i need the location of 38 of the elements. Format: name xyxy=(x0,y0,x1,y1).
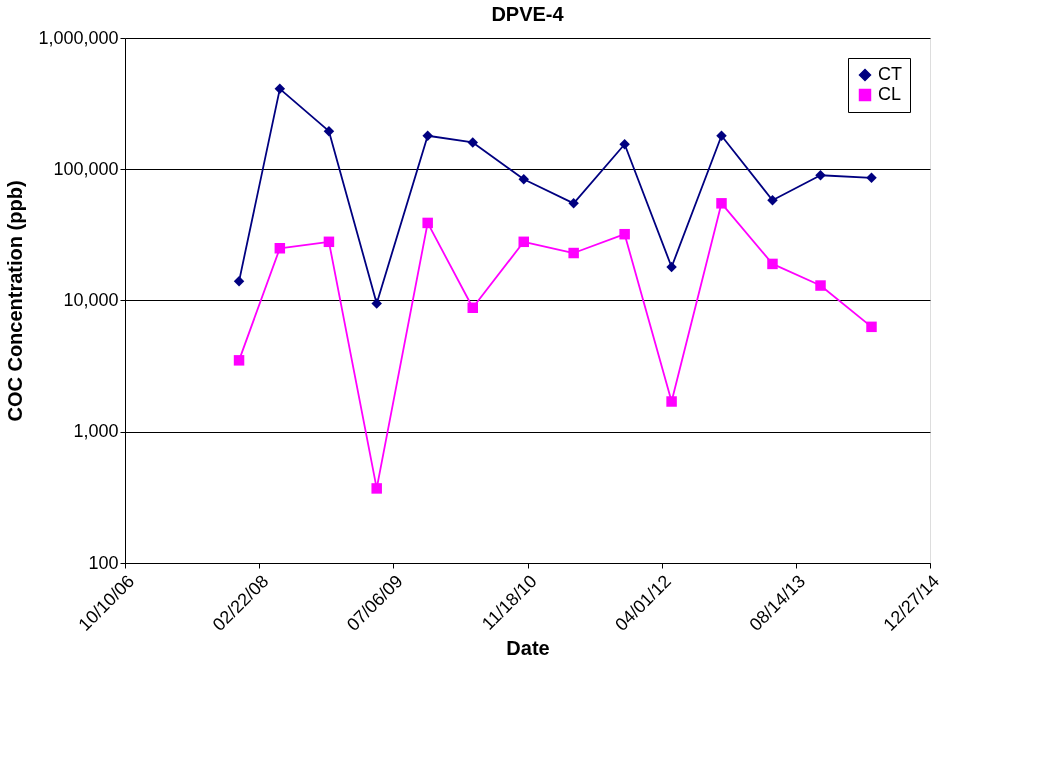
y-tick-label: 1,000,000 xyxy=(38,27,119,48)
point xyxy=(323,125,335,137)
point xyxy=(666,396,677,407)
point xyxy=(274,83,286,95)
point xyxy=(815,280,826,291)
point xyxy=(767,195,778,206)
point xyxy=(568,198,579,209)
legend-label: CL xyxy=(878,84,902,104)
point xyxy=(619,228,630,240)
point xyxy=(815,170,826,181)
point xyxy=(233,276,245,287)
chart-title: DPVE-4 xyxy=(491,3,565,25)
point xyxy=(716,130,727,141)
y-tick-label: 100 xyxy=(88,552,119,573)
point xyxy=(866,172,877,184)
y-tick-label: 100,000 xyxy=(53,158,119,179)
point xyxy=(467,137,478,148)
point xyxy=(274,243,286,254)
point xyxy=(518,236,529,248)
y-axis-title: COC Concentration (ppb) xyxy=(4,180,27,422)
point xyxy=(323,236,335,248)
point xyxy=(716,198,727,209)
point xyxy=(518,173,529,185)
legend-label: CT xyxy=(878,64,902,84)
point xyxy=(568,247,579,259)
point xyxy=(371,483,382,494)
y-tick-label: 10,000 xyxy=(63,290,119,310)
point xyxy=(467,302,478,314)
point xyxy=(233,355,245,366)
point xyxy=(422,217,433,229)
y-tick-label: 1,000 xyxy=(73,421,119,442)
point xyxy=(619,139,630,150)
point xyxy=(767,258,778,270)
x-axis-title: Date xyxy=(506,636,550,659)
point xyxy=(422,130,433,141)
point xyxy=(866,321,877,333)
point xyxy=(371,298,382,309)
point xyxy=(666,261,677,273)
